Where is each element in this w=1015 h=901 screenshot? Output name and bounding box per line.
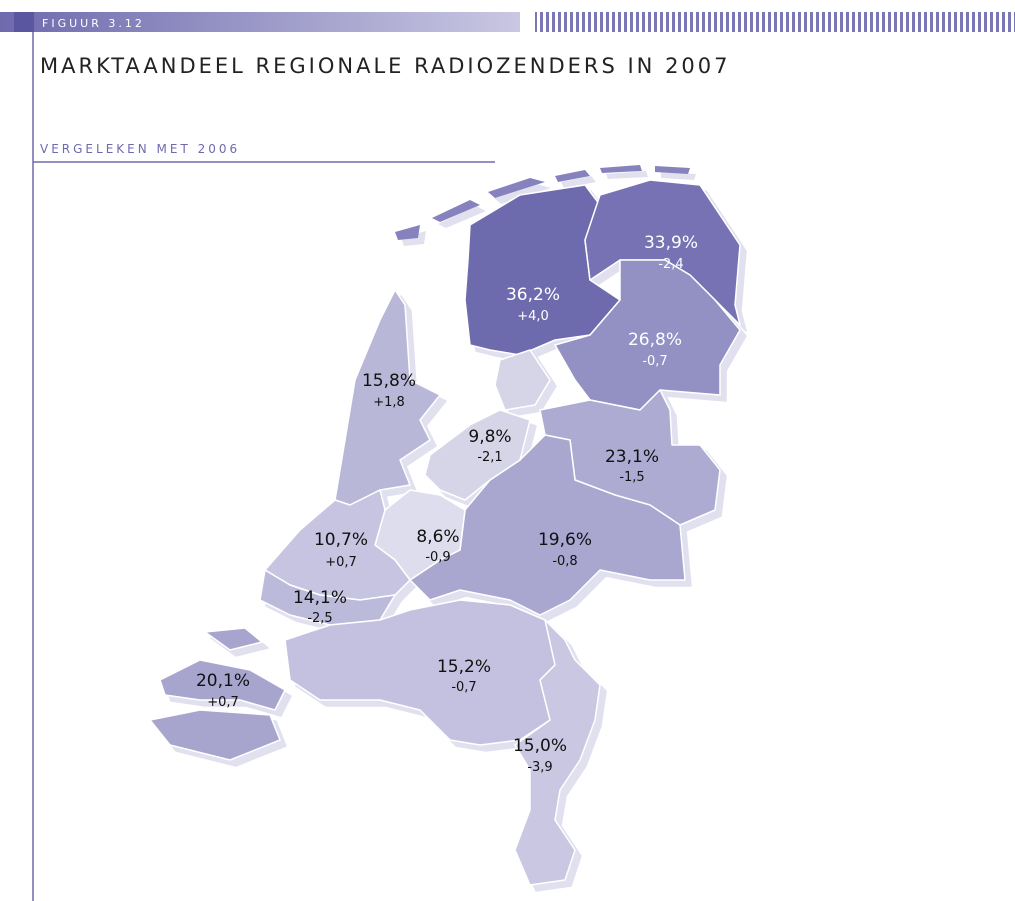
change-label: -1,5 <box>619 470 644 485</box>
share-label: 20,1% <box>196 671 250 691</box>
region <box>514 619 601 886</box>
share-label: 15,0% <box>513 736 567 756</box>
change-label: +4,0 <box>517 309 549 324</box>
title: MARKTAANDEEL REGIONALE RADIOZENDERS IN 2… <box>40 54 731 78</box>
share-label: 8,6% <box>416 527 459 547</box>
region <box>259 569 396 626</box>
header-bar <box>0 12 520 32</box>
header-block <box>14 12 34 32</box>
share-label: 14,1% <box>293 588 347 608</box>
region <box>494 349 551 411</box>
share-label: 23,1% <box>605 447 659 467</box>
change-label: -0,7 <box>642 354 667 369</box>
region <box>149 709 281 761</box>
region <box>159 659 286 711</box>
region <box>204 627 263 651</box>
region <box>334 289 441 506</box>
share-label: 33,9% <box>644 233 698 253</box>
wadden-islands <box>395 165 690 240</box>
share-label: 15,2% <box>437 657 491 677</box>
figure-label: FIGUUR 3.12 <box>42 17 145 30</box>
subtitle: VERGELEKEN MET 2006 <box>40 142 240 156</box>
share-label: 26,8% <box>628 330 682 350</box>
labels: 36,2% +4,0 33,9% -2,4 26,8% -0,7 15,8% +… <box>196 233 698 775</box>
map <box>149 165 741 886</box>
region <box>424 409 531 501</box>
change-label: -2,4 <box>658 257 683 272</box>
header-stripes <box>535 12 1015 32</box>
change-label: +0,7 <box>207 695 239 710</box>
change-label: +1,8 <box>373 395 405 410</box>
share-label: 9,8% <box>468 427 511 447</box>
change-label: -2,5 <box>307 611 332 626</box>
change-label: -0,7 <box>451 680 476 695</box>
change-label: -2,1 <box>477 450 502 465</box>
change-label: -0,9 <box>425 550 450 565</box>
share-label: 36,2% <box>506 285 560 305</box>
share-label: 10,7% <box>314 530 368 550</box>
change-label: -3,9 <box>527 760 552 775</box>
change-label: +0,7 <box>325 555 357 570</box>
change-label: -0,8 <box>552 554 577 569</box>
share-label: 19,6% <box>538 530 592 550</box>
share-label: 15,8% <box>362 371 416 391</box>
